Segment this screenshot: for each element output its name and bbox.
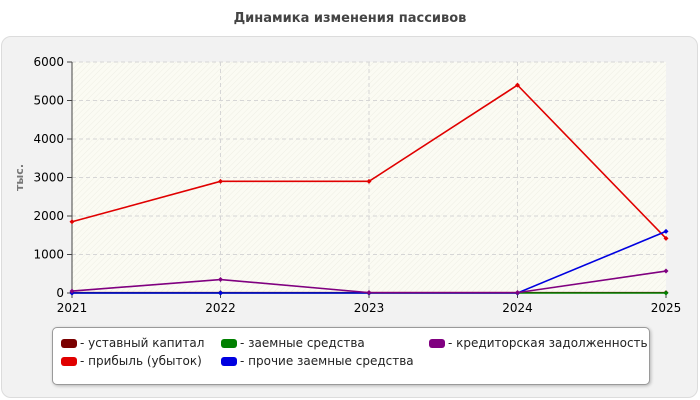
legend-item: - кредиторская задолженность	[429, 336, 648, 350]
x-tick-label: 2021	[57, 301, 88, 315]
data-point	[69, 288, 75, 294]
data-point	[366, 290, 372, 296]
series-4	[69, 268, 669, 296]
data-point	[366, 178, 372, 184]
x-tick-label: 2025	[651, 301, 682, 315]
legend-item: - прибыль (убыток)	[61, 354, 202, 368]
x-tick-label: 2023	[354, 301, 385, 315]
legend-item: - уставный капитал	[61, 336, 204, 350]
legend-label: - прочие заемные средства	[240, 354, 414, 368]
legend-item: - прочие заемные средства	[221, 354, 414, 368]
y-tick-label: 5000	[33, 94, 64, 108]
legend-label: - заемные средства	[240, 336, 365, 350]
y-tick-label: 0	[56, 286, 64, 300]
x-tick-label: 2024	[502, 301, 533, 315]
data-point	[663, 228, 669, 234]
legend-swatch	[221, 338, 237, 348]
data-point	[515, 290, 520, 296]
legend-swatch	[61, 338, 77, 348]
y-tick-label: 2000	[33, 209, 64, 223]
series	[69, 82, 669, 296]
y-tick-label: 4000	[33, 132, 64, 146]
series-1	[69, 82, 669, 241]
y-tick-label: 6000	[33, 55, 64, 69]
data-point	[69, 219, 75, 225]
legend: - уставный капитал - прибыль (убыток) - за…	[52, 327, 650, 385]
legend-label: - прибыль (убыток)	[80, 354, 202, 368]
data-point	[663, 290, 669, 296]
y-axis-label: тыс.	[13, 164, 26, 191]
data-point	[218, 290, 223, 296]
chart-title: Динамика изменения пассивов	[233, 11, 467, 26]
legend-swatch	[429, 338, 445, 348]
grid	[72, 61, 666, 293]
x-tick-label: 2022	[205, 301, 236, 315]
legend-swatch	[221, 356, 237, 366]
data-point	[515, 82, 520, 88]
data-point	[663, 235, 669, 241]
legend-swatch	[61, 356, 77, 366]
data-point	[663, 268, 669, 274]
legend-label: - кредиторская задолженность	[448, 336, 648, 350]
legend-item: - заемные средства	[221, 336, 365, 350]
legend-label: - уставный капитал	[80, 336, 205, 350]
data-point	[218, 277, 223, 283]
data-point	[218, 178, 223, 184]
y-tick-label: 1000	[33, 248, 64, 262]
axes: 0 1000 2000 3000 4000 5000 6000 2021 2022 2023 202…	[33, 55, 681, 315]
y-tick-label: 3000	[33, 171, 64, 185]
